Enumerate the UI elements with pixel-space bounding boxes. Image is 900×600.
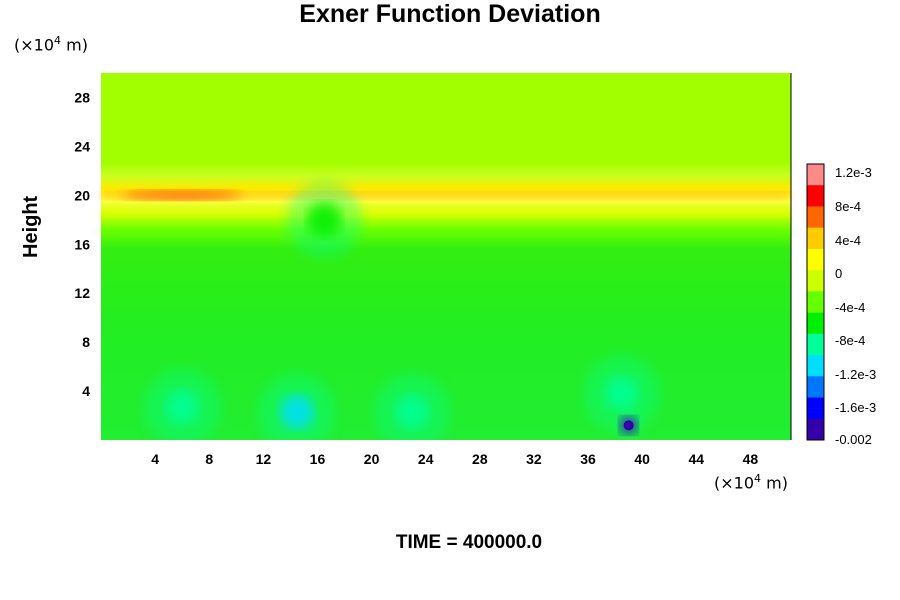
colorbar-tick-label: -1.6e-3 [835,400,876,415]
colorbar-swatch [807,376,824,388]
colorbar-swatch [807,185,824,197]
plot-area [101,73,792,440]
colorbar-swatch [807,386,824,398]
x-tick-label: 16 [310,451,326,467]
colorbar-swatch [807,344,824,356]
x-tick-label: 48 [743,451,759,467]
colorbar-swatch [807,270,824,282]
colorbar-tick-label: 0 [835,266,842,281]
x-tick-label: 8 [205,451,213,467]
colorbar-swatch [807,312,824,324]
y-tick-label: 20 [74,187,90,203]
x-tick-label: 36 [580,451,596,467]
y-axis: 4 8 12 16 20 24 28 [74,89,90,399]
colorbar-swatch [807,217,824,228]
x-tick-label: 4 [151,451,159,467]
colorbar-swatch [807,206,824,218]
features [122,181,660,440]
colorbar-swatch [807,365,824,377]
colorbar-swatch [807,195,824,207]
field-background [101,73,791,440]
colorbar-swatch [807,333,824,345]
x-tick-label: 12 [256,451,272,467]
colorbar-swatch [807,323,824,335]
feature-blob [604,376,639,411]
colorbar-swatch [807,280,824,292]
x-tick-label: 20 [364,451,380,467]
colorbar-swatch [807,248,824,260]
chart-title: Exner Function Deviation [299,0,601,28]
layer-band [101,191,791,200]
x-axis: 4 8 12 16 20 24 28 32 36 40 44 48 [151,451,758,467]
x-tick-label: 24 [418,451,434,467]
colorbar-frame [806,163,825,441]
colorbar-swatch [807,355,824,366]
colorbar-swatch [807,429,824,441]
feature-blob [122,190,243,201]
y-tick-label: 8 [82,334,90,350]
y-tick-label: 16 [74,236,90,252]
colorbar-tick-label: 8e-4 [835,199,861,214]
layer-band [101,209,791,218]
time-label: TIME = 400000.0 [395,532,543,553]
feature-blob [280,394,315,429]
feature-blob [395,394,430,429]
y-tick-label: 12 [74,285,90,301]
colorbar-tick-label: 1.2e-3 [835,165,872,180]
colorbar-swatch [807,227,824,239]
colorbar-tick-label: -8e-4 [835,333,865,348]
layer-band [101,228,791,237]
feature-blob [307,202,342,237]
y-tick-label: 24 [74,138,90,154]
colorbar-swatch [807,418,824,430]
y-tick-label: 4 [82,383,90,399]
colorbar-swatch [807,174,824,186]
colorbar-swatch [807,408,824,420]
y-tick-label: 28 [74,89,90,105]
y-axis-unit: (×104 m) [14,34,88,55]
colorbar-tick-label: -4e-4 [835,300,865,315]
colorbar-tick-label: -1.2e-3 [835,367,876,382]
colorbar-swatch [807,291,824,303]
x-axis-unit: (×104 m) [714,472,788,493]
colorbar-swatch [807,397,824,409]
colorbar-tick-label: -0.002 [835,432,872,447]
x-tick-label: 32 [526,451,542,467]
colorbar: 1.2e-3 8e-4 4e-4 0 -4e-4 -8e-4 -1.2e-3 -1.6e-3 -… [806,163,876,447]
feature-core [623,420,634,431]
colorbar-tick-label: 4e-4 [835,233,861,248]
x-tick-label: 28 [472,451,488,467]
colorbar-swatch [807,238,824,250]
x-tick-label: 40 [634,451,650,467]
colorbar-swatch [807,259,824,271]
feature-blob [165,389,200,425]
colorbar-swatch [807,164,824,175]
x-tick-label: 44 [689,451,705,467]
colorbar-swatch [807,302,824,313]
